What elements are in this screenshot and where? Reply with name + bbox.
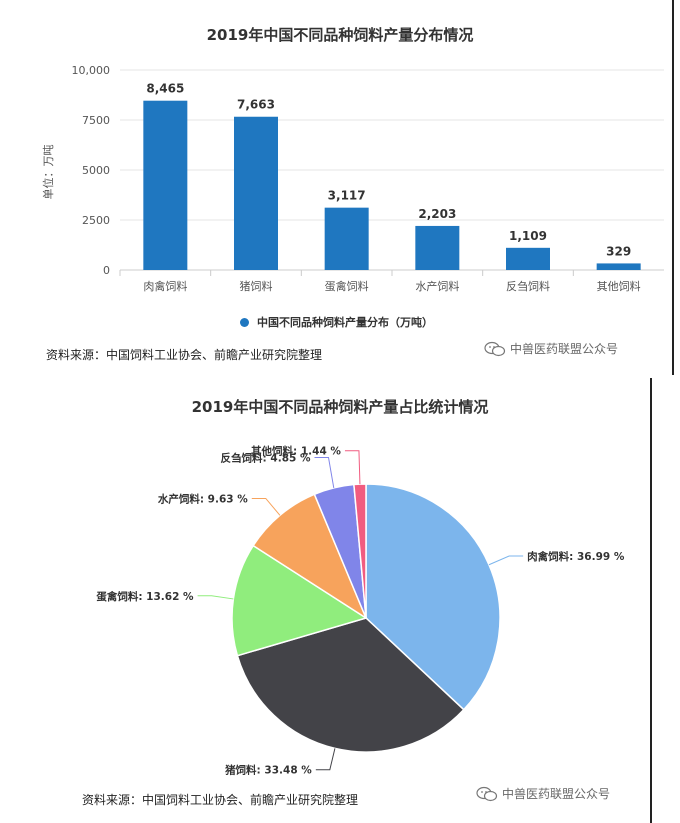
pie-slice-label: 蛋禽饲料: 13.62 % xyxy=(96,590,194,603)
bar xyxy=(415,225,460,270)
bar xyxy=(324,207,369,270)
y-tick-label: 10,000 xyxy=(72,64,111,77)
wechat-icon xyxy=(476,786,498,801)
bar-chart-title: 2019年中国不同品种饲料产量分布情况 xyxy=(206,26,474,44)
pie-slice xyxy=(365,483,501,711)
legend-marker xyxy=(240,317,249,327)
bar xyxy=(143,100,188,270)
x-tick-label: 水产饲料 xyxy=(415,279,459,293)
bar-chart: 8,465 7,663 3,117 2,203 1,109 329 肉禽饲料 猪饲料 蛋禽饲料… xyxy=(41,64,664,293)
y-tick-label: 5000 xyxy=(82,164,110,177)
pie-wechat-attribution: 中兽医药联盟公众号 xyxy=(476,785,610,802)
pie-slice-label: 反刍饲料: 4.85 % xyxy=(221,451,311,464)
pie-source: 资料来源：中国饲料工业协会、前瞻产业研究院整理 xyxy=(82,793,359,807)
panel-edge xyxy=(672,0,674,375)
pie-slice-label: 肉禽饲料: 36.99 % xyxy=(527,550,625,563)
legend-label: 中国不同品种饲料产量分布（万吨） xyxy=(257,316,433,329)
pie-slice-label: 其他饲料: 1.44 % xyxy=(251,445,341,458)
pie-chart-panel: 2019年中国不同品种饲料产量占比统计情况 肉禽饲料: 36.99 % 猪饲料: … xyxy=(0,378,680,823)
x-tick-label: 其他饲料 xyxy=(597,279,641,293)
y-axis-label: 单位：万吨 xyxy=(41,145,55,200)
pie-chart: 肉禽饲料: 36.99 % 猪饲料: 33.48 % 蛋禽饲料: 13.62 % 水产… xyxy=(96,445,625,777)
x-tick-label: 肉禽饲料 xyxy=(143,279,187,293)
x-tick-label: 蛋禽饲料 xyxy=(325,279,369,293)
pie-slice xyxy=(231,544,368,657)
bar-value-label: 1,109 xyxy=(509,229,547,243)
y-tick-label: 7500 xyxy=(82,114,110,127)
bar-value-label: 2,203 xyxy=(418,207,456,221)
bar-value-label: 7,663 xyxy=(237,98,275,112)
pie-leader-line xyxy=(488,555,524,566)
pie-chart-title: 2019年中国不同品种饲料产量占比统计情况 xyxy=(191,398,489,416)
pie-leader-line xyxy=(251,497,281,516)
bar xyxy=(596,263,641,270)
pie-leader-line xyxy=(314,456,335,489)
y-tick-label: 2500 xyxy=(82,214,110,227)
wechat-icon xyxy=(484,341,506,356)
pie-leader-line xyxy=(197,595,234,600)
pie-slice-label: 水产饲料: 9.63 % xyxy=(157,492,248,505)
y-tick-label: 0 xyxy=(103,264,110,277)
bar xyxy=(234,116,278,271)
wechat-account-name: 中兽医药联盟公众号 xyxy=(502,787,611,801)
x-tick-label: 猪饲料 xyxy=(240,279,273,293)
bar-legend: 中国不同品种饲料产量分布（万吨） xyxy=(240,314,433,330)
wechat-account-name: 中兽医药联盟公众号 xyxy=(510,342,619,356)
panel-edge xyxy=(650,378,652,823)
pie-slice-label: 猪饲料: 33.48 % xyxy=(224,764,312,777)
bar xyxy=(506,247,550,270)
bar-chart-panel: 2019年中国不同品种饲料产量分布情况 8,465 7,663 3,117 2,203… xyxy=(0,0,680,375)
pie-slice xyxy=(353,483,367,619)
pie-leader-line xyxy=(344,450,361,485)
bar-value-label: 3,117 xyxy=(328,189,366,203)
bar-value-label: 8,465 xyxy=(146,82,184,96)
bar-wechat-attribution: 中兽医药联盟公众号 xyxy=(484,340,618,357)
bar-source: 资料来源：中国饲料工业协会、前瞻产业研究院整理 xyxy=(46,348,323,362)
pie-leader-line xyxy=(315,748,336,771)
pie-slice xyxy=(252,493,368,620)
x-tick-label: 反刍饲料 xyxy=(506,279,550,293)
bar-value-label: 329 xyxy=(606,244,631,258)
